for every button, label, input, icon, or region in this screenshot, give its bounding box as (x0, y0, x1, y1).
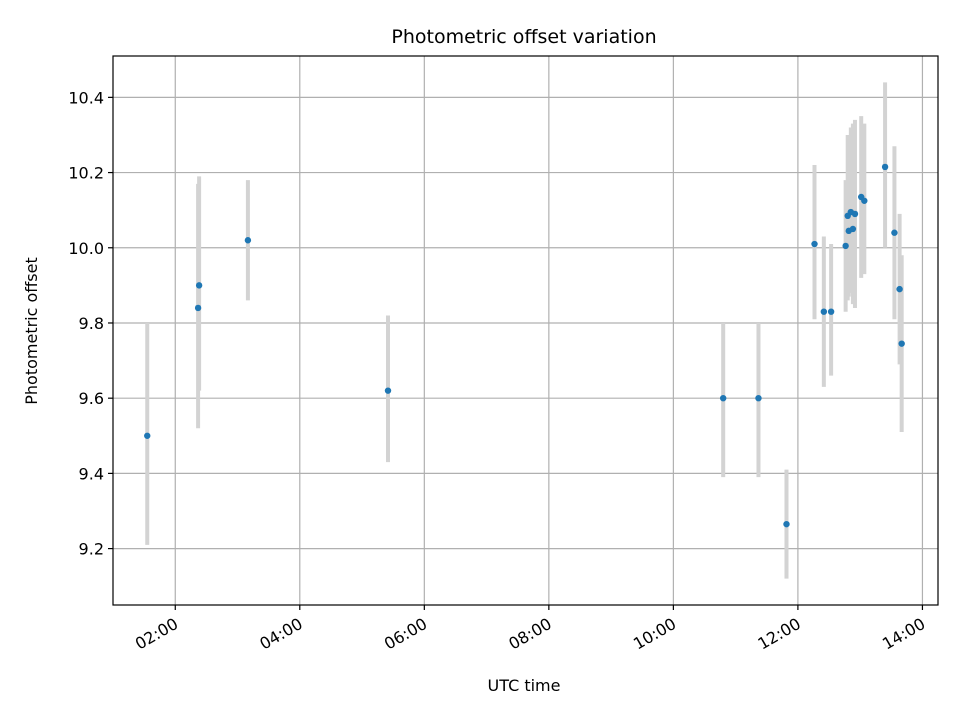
error-bars (145, 82, 904, 579)
data-points (144, 163, 905, 528)
grid-lines (113, 56, 938, 605)
y-tick-label: 9.8 (79, 314, 104, 333)
y-axis-title: Photometric offset (22, 257, 41, 405)
data-point (851, 210, 859, 218)
y-tick-label: 10.0 (68, 239, 104, 258)
data-point (896, 285, 903, 293)
data-point (144, 432, 151, 439)
y-tick-label: 10.2 (68, 164, 104, 183)
y-tick-label: 9.4 (79, 464, 104, 483)
x-tick-label: 10:00 (630, 614, 679, 654)
x-tick-label: 02:00 (132, 614, 181, 654)
data-point (827, 308, 835, 315)
data-point (244, 237, 252, 244)
x-tick-label: 12:00 (754, 614, 803, 654)
data-point (891, 229, 898, 236)
data-point (849, 225, 857, 233)
data-point (861, 197, 868, 204)
data-point (842, 242, 849, 250)
plot-frame (112, 55, 939, 606)
data-point (811, 240, 818, 248)
x-tick-label: 04:00 (256, 614, 305, 654)
x-axis-title: UTC time (488, 676, 561, 695)
x-tick-label: 06:00 (381, 614, 430, 654)
data-point (898, 340, 905, 347)
y-tick-label: 10.4 (68, 88, 104, 107)
chart-title: Photometric offset variation (391, 26, 656, 48)
data-point (820, 308, 828, 315)
x-tick-label: 14:00 (879, 614, 928, 654)
x-tick-label: 08:00 (505, 614, 554, 654)
y-tick-label: 9.2 (79, 540, 104, 559)
data-point (783, 520, 790, 528)
data-point (384, 387, 392, 394)
data-point (194, 304, 202, 312)
data-point (755, 394, 762, 402)
y-tick-label: 9.6 (79, 389, 104, 408)
data-point (195, 282, 203, 289)
data-point (881, 163, 889, 171)
data-point (719, 394, 727, 402)
